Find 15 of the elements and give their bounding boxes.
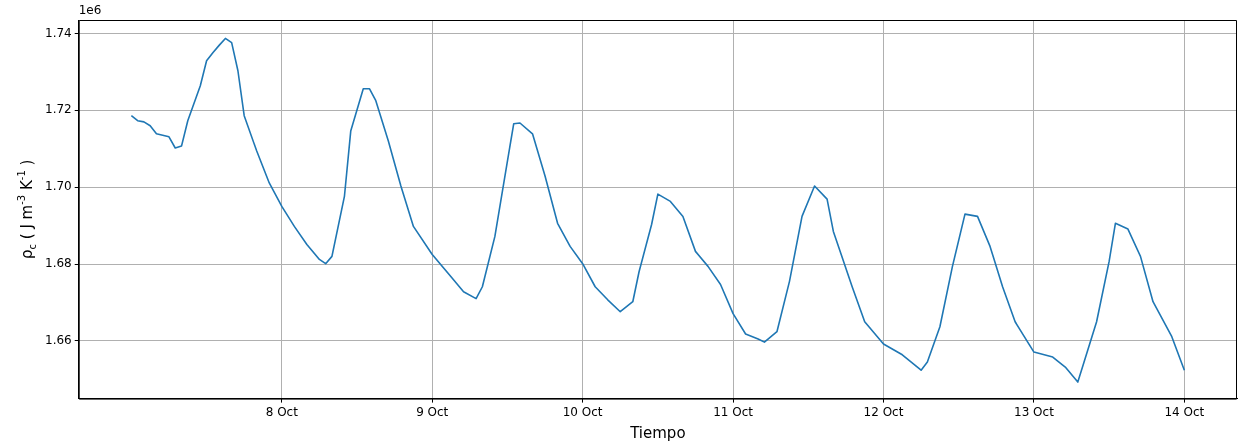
x-tick-label: 10 Oct [562,404,603,419]
x-axis-title: Tiempo [629,423,686,442]
y-tick-label: 1.72 [45,102,72,117]
x-tick-label: 12 Oct [863,404,904,419]
x-tick-label: 11 Oct [713,404,754,419]
y-tick-label: 1.70 [45,179,72,194]
x-tick-label: 13 Oct [1014,404,1055,419]
x-tick-label: 9 Oct [416,404,449,419]
y-axis-title: ρc ( J m-3 K-1 ) [16,159,38,259]
y-tick-label: 1.74 [45,25,72,40]
y-tick-label: 1.66 [45,333,72,348]
text: 1e6 [78,3,102,18]
y-tick-label: 1.68 [45,256,72,271]
x-tick-label: 14 Oct [1164,404,1205,419]
x-tick-label: 8 Oct [265,404,299,419]
